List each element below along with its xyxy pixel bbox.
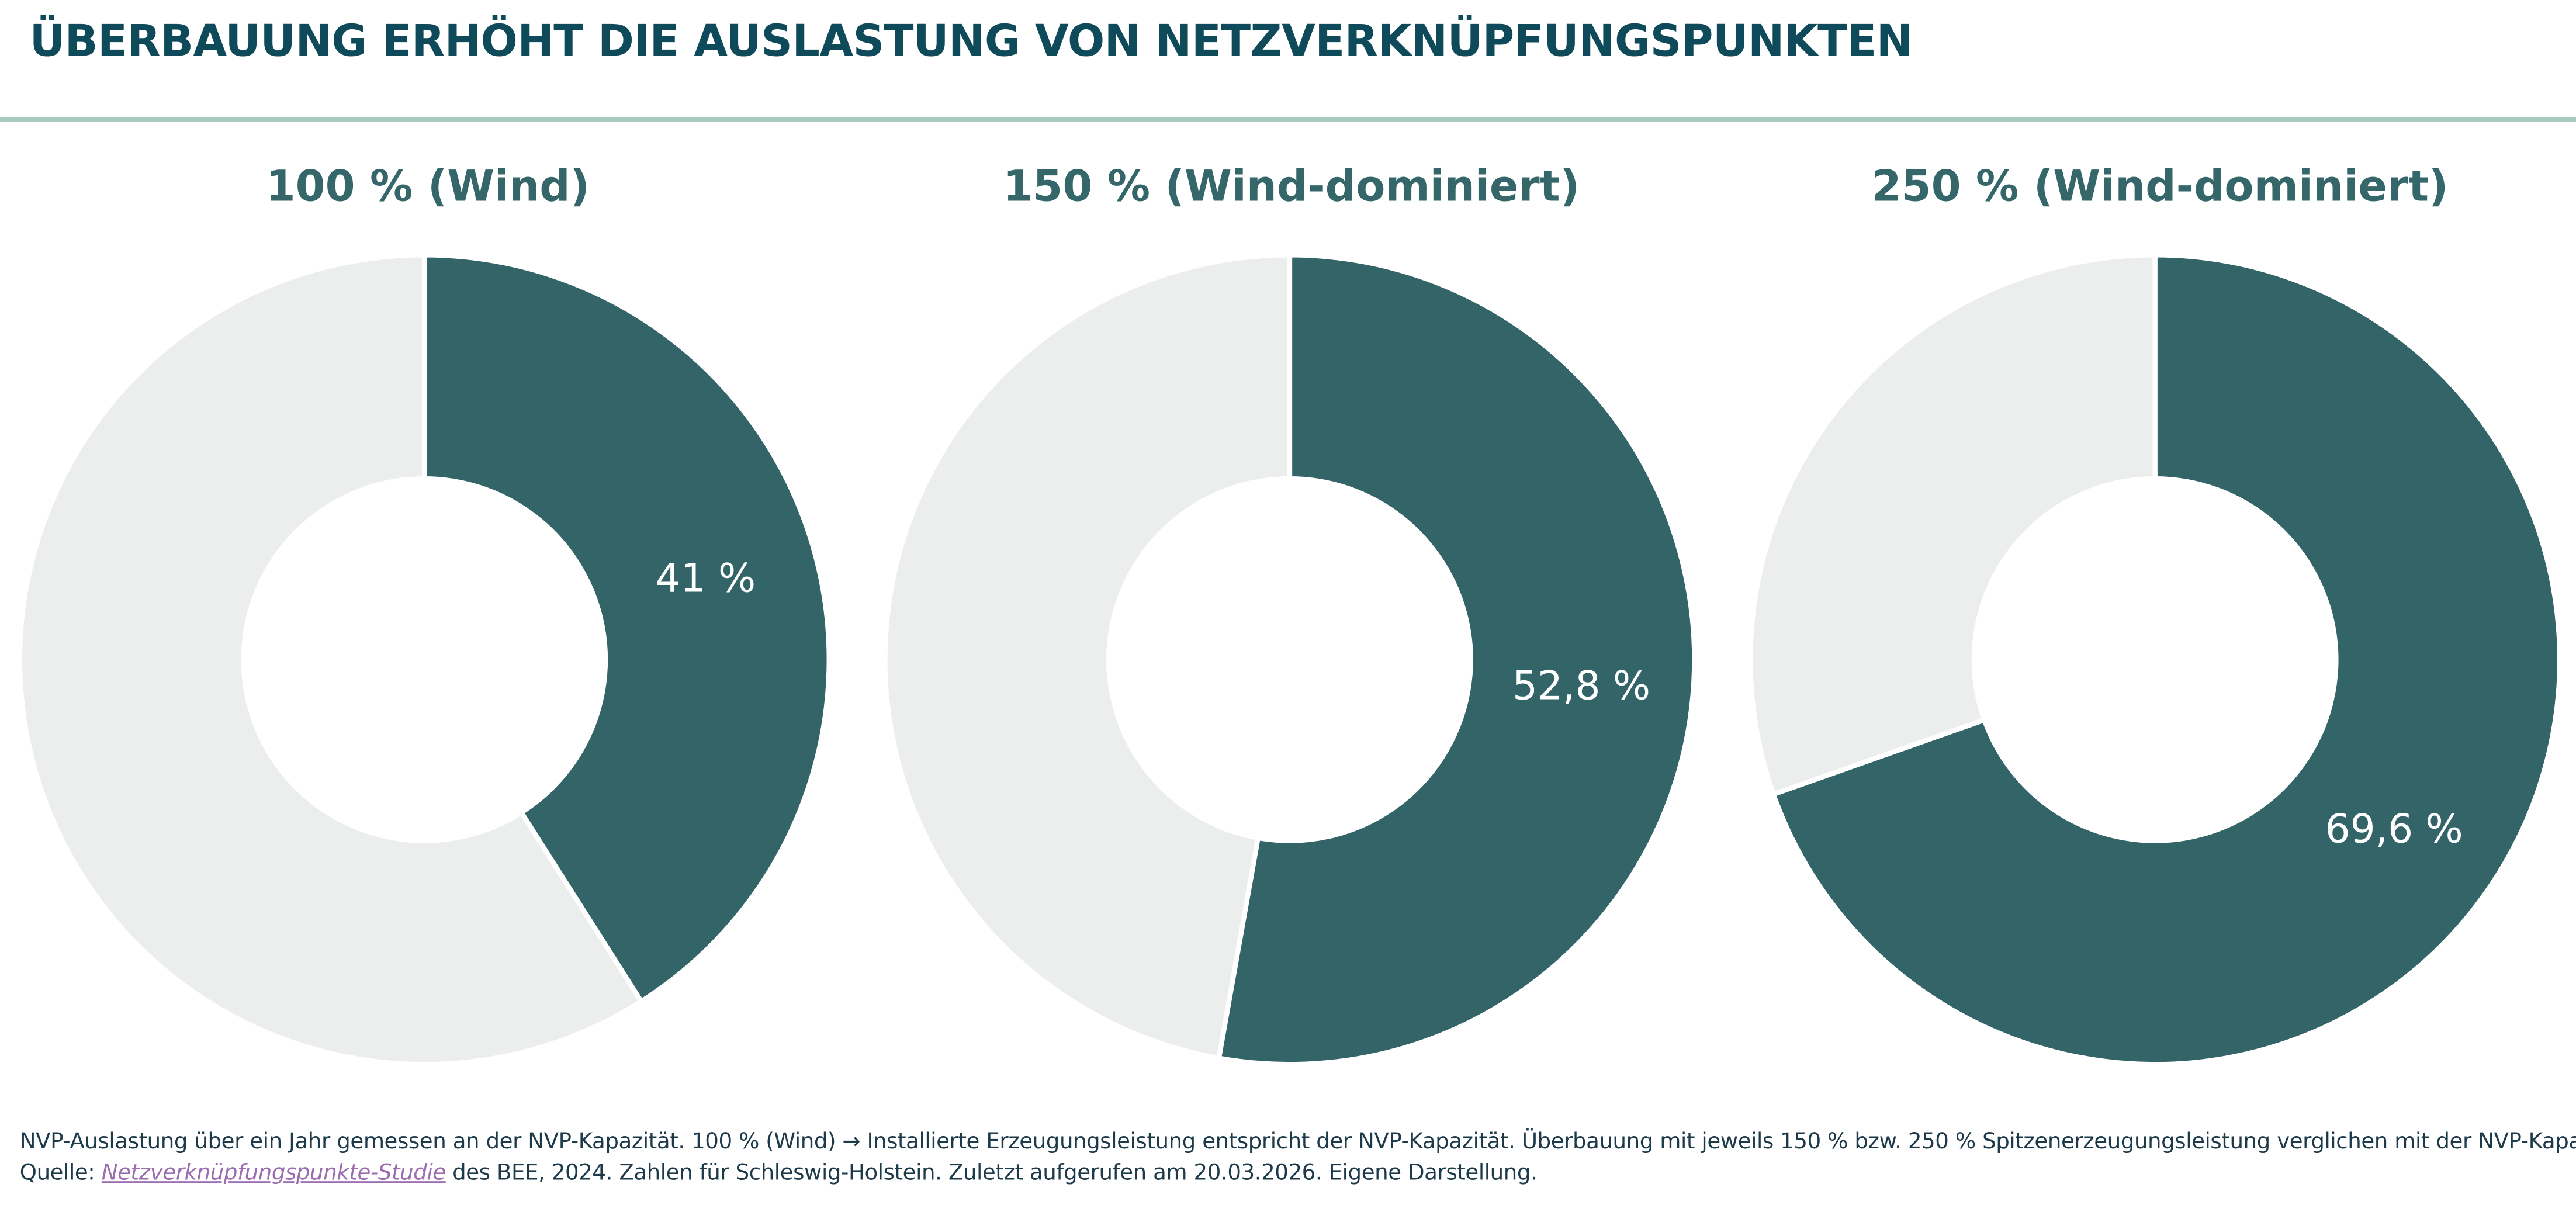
- donut-remainder-slice-250: [1747, 252, 2158, 797]
- donut-utilization-slice-150: [1216, 252, 1697, 1067]
- donut-remainder-slice-100: [17, 252, 644, 1067]
- donut-utilization-slice-250: [1771, 252, 2563, 1067]
- chart-title-250: 250 % (Wind-dominiert): [1871, 162, 2449, 213]
- source-study-link[interactable]: Netzverknüpfungspunkte-Studie: [101, 1161, 446, 1186]
- chart-title-100: 100 % (Wind): [265, 162, 590, 213]
- title-divider: [0, 116, 2576, 122]
- donut-value-label-150: 52,8 %: [1512, 662, 1650, 708]
- donut-value-label-250: 69,6 %: [2325, 806, 2463, 852]
- chart-title-150: 150 % (Wind-dominiert): [1003, 162, 1580, 213]
- footnote-source: Quelle: Netzverknüpfungspunkte-Studie de…: [20, 1158, 2570, 1189]
- footnote-description: NVP-Auslastung über ein Jahr gemessen an…: [19, 1130, 2576, 1155]
- footnote: NVP-Auslastung über ein Jahr gemessen an…: [19, 1127, 2576, 1189]
- donut-remainder-slice-150: [882, 252, 1293, 1061]
- donut-value-label-100: 41 %: [656, 555, 756, 601]
- source-suffix: des BEE, 2024. Zahlen für Schleswig-Hols…: [445, 1161, 1538, 1186]
- donut-utilization-slice-100: [422, 252, 832, 1004]
- page-title: ÜBERBAUUNG ERHÖHT DIE AUSLASTUNG VON NET…: [29, 16, 1913, 68]
- source-prefix: Quelle:: [19, 1161, 102, 1186]
